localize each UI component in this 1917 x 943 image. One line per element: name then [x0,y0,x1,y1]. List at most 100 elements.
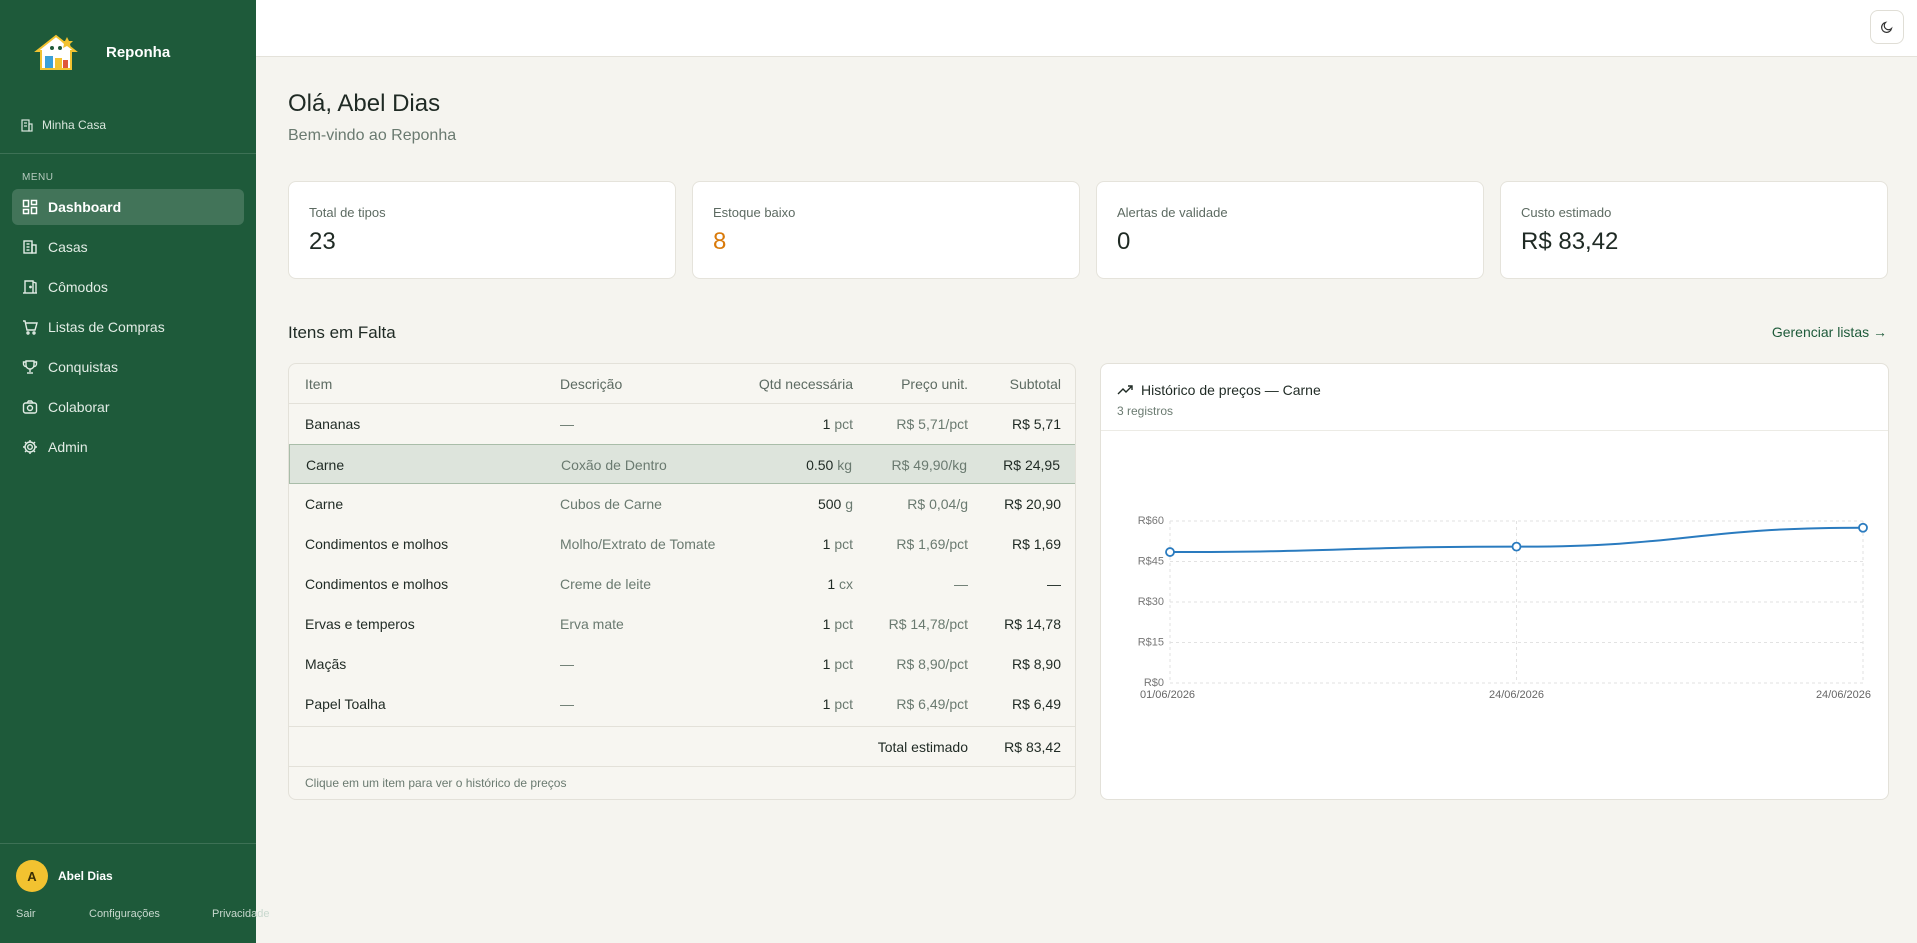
user-profile[interactable]: A Abel Dias [16,860,113,892]
x-tick-label: 24/06/2026 [1489,689,1544,701]
settings-link[interactable]: Configurações [89,908,160,920]
cell-item: Carne [306,457,345,473]
gear-icon [23,440,37,454]
cell-subtotal: — [1047,576,1061,592]
data-point [1858,522,1868,533]
table-row[interactable]: Bananas — 1 pct R$ 5,71/pct R$ 5,71 [289,404,1075,444]
qty-unit: pct [834,416,853,432]
total-label: Total estimado [877,739,968,755]
moon-icon [1881,21,1893,33]
cell-subtotal: R$ 20,90 [1004,496,1061,512]
data-point [1511,541,1522,552]
nav-item-comodos[interactable]: Cômodos [12,269,244,305]
chart-title: Histórico de preços — Carne [1141,382,1321,398]
nav-item-admin[interactable]: Admin [12,429,244,465]
cell-desc: Creme de leite [560,576,652,592]
cell-subtotal: R$ 1,69 [1011,536,1061,552]
trending-up-icon [1117,385,1133,395]
table-row[interactable]: Papel Toalha — 1 pct R$ 6,49/pct R$ 6,49 [289,684,1075,724]
logout-link[interactable]: Sair [16,908,36,920]
qty-value: 500 [817,496,842,512]
nav-label: Colaborar [48,399,110,415]
table-row[interactable]: Condimentos e molhos Molho/Extrato de Tom… [289,524,1075,564]
cell-price: R$ 5,71/pct [896,416,968,432]
cell-subtotal: R$ 8,90 [1011,656,1061,672]
stat-value: 0 [1117,228,1131,255]
cell-subtotal: R$ 5,71 [1011,416,1061,432]
stat-label: Custo estimado [1521,205,1612,220]
cell-item: Ervas e temperos [305,616,415,632]
cell-qty: 500 g [818,484,853,524]
table-header: Item Descrição Qtd necessária Preço unit… [289,364,1075,404]
cell-item: Papel Toalha [305,696,386,712]
brand[interactable]: Reponha [34,32,170,72]
divider [0,843,256,844]
house-selector[interactable]: Minha Casa [20,118,106,132]
qty-value: 1 [827,576,836,592]
cell-qty: 1 pct [823,524,853,564]
cell-price: R$ 49,90/kg [891,457,968,473]
total-value: R$ 83,42 [1004,739,1061,755]
cell-desc: Cubos de Carne [560,496,662,512]
table-row[interactable]: Maçãs — 1 pct R$ 8,90/pct R$ 8,90 [289,644,1075,684]
cell-item: Bananas [305,416,361,432]
col-qty: Qtd necessária [758,376,853,392]
stat-label: Total de tipos [309,205,386,220]
nav-item-colaborar[interactable]: Colaborar [12,389,244,425]
cell-item: Condimentos e molhos [305,536,449,552]
qty-unit: pct [834,616,853,632]
cell-desc: — [560,416,574,432]
stat-card-low-stock: Estoque baixo 8 [692,181,1080,279]
cell-qty: 1 cx [827,564,853,604]
y-tick-label: R$60 [1138,515,1164,527]
total-row: Total estimado R$ 83,42 [289,726,1075,766]
privacy-link[interactable]: Privacidade [212,908,270,920]
stat-card-total: Total de tipos 23 [288,181,676,279]
qty-value: 1 [822,696,831,712]
x-tick-label: 24/06/2026 [1816,689,1871,701]
stat-value: R$ 83,42 [1521,228,1619,255]
col-price: Preço unit. [901,376,968,392]
y-tick-label: R$0 [1144,677,1164,689]
table-row[interactable]: Condimentos e molhos Creme de leite 1 cx — — [289,564,1075,604]
cell-price: R$ 0,04/g [907,496,968,512]
cell-item: Carne [305,496,344,512]
table-row[interactable]: Carne Cubos de Carne 500 g R$ 0,04/g R$ 20,9… [289,484,1075,524]
nav-item-casas[interactable]: Casas [12,229,244,265]
house-logo-icon [34,34,78,70]
camera-icon [22,400,38,414]
nav-label: Cômodos [48,279,108,295]
divider [0,153,256,154]
theme-toggle-button[interactable] [1870,10,1904,44]
nav-label: Dashboard [48,199,122,215]
nav-item-dashboard[interactable]: Dashboard [12,189,244,225]
nav-label: Listas de Compras [48,319,165,335]
stat-value: 23 [309,228,336,255]
x-tick-label: 01/06/2026 [1140,689,1195,701]
nav-item-conquistas[interactable]: Conquistas [12,349,244,385]
price-history-panel: Histórico de preços — Carne 3 registros … [1100,363,1889,800]
qty-value: 1 [822,416,831,432]
cell-qty: 0.50 kg [806,445,852,485]
qty-value: 1 [822,656,831,672]
table-row[interactable]: Carne Coxão de Dentro 0.50 kg R$ 49,90/kg R$… [289,444,1075,485]
cell-desc: Molho/Extrato de Tomate [560,536,716,552]
cart-icon [23,320,38,335]
dashboard-icon [22,199,38,215]
table-row[interactable]: Ervas e temperos Erva mate 1 pct R$ 14,78/p… [289,604,1075,644]
nav-label: Conquistas [48,359,119,375]
stat-value: 8 [713,228,727,255]
cell-price: R$ 14,78/pct [888,616,968,632]
missing-items-table: Item Descrição Qtd necessária Preço unit… [288,363,1076,800]
qty-unit: g [845,496,853,512]
table-hint: Clique em um item para ver o histórico d… [289,766,1075,799]
col-item: Item [305,376,333,392]
nav-label: Admin [48,439,88,455]
cell-qty: 1 pct [823,684,853,724]
main-nav: Dashboard Casas Cômodos Listas de Compra… [12,189,244,469]
cell-item: Condimentos e molhos [305,576,449,592]
cell-price: R$ 6,49/pct [896,696,968,712]
nav-item-listas[interactable]: Listas de Compras [12,309,244,345]
manage-lists-link[interactable]: Gerenciar listas → [1771,324,1887,340]
page-subtitle: Bem-vindo ao Reponha [288,127,457,144]
